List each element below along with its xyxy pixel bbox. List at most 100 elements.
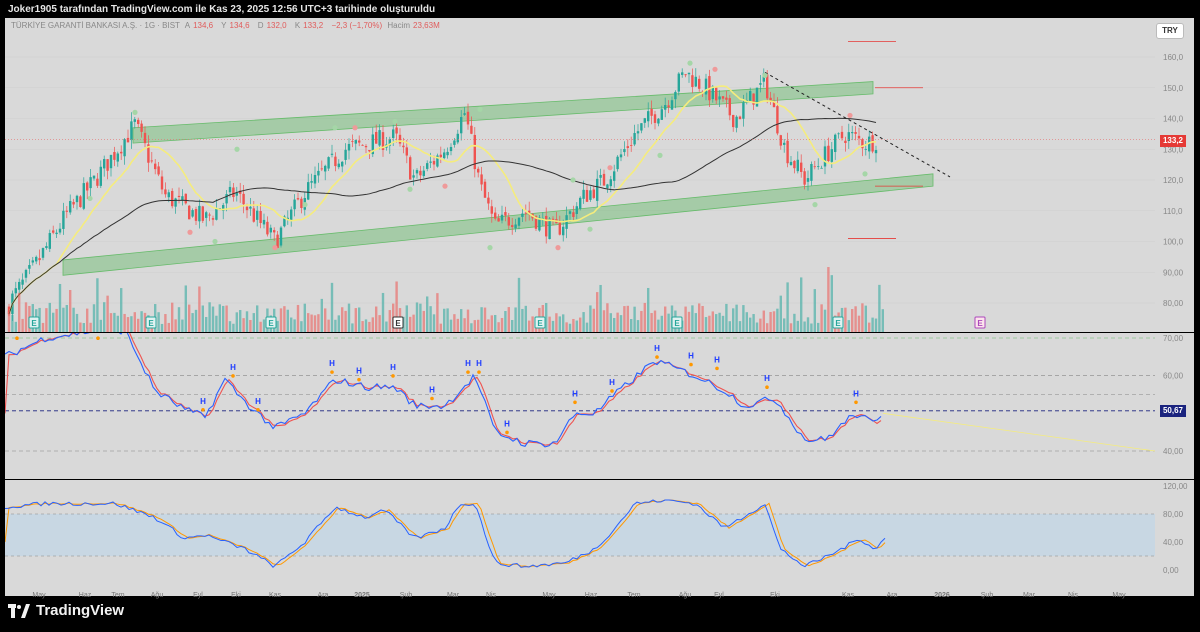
volume-bar	[14, 321, 17, 332]
price-panel[interactable]: 160,0 150,0 140,0 130,0 120,0 110,0 100,0 90,00…	[5, 18, 1194, 332]
candle-body	[103, 159, 106, 169]
candle-body	[324, 165, 327, 172]
volume-bar	[256, 305, 259, 332]
candle-body	[116, 153, 119, 162]
volume-bar	[215, 315, 218, 332]
time-axis-label: Ara	[318, 592, 329, 599]
volume-bar	[504, 311, 507, 332]
candle-body	[89, 177, 92, 189]
candle-body	[463, 113, 466, 115]
candle-body	[96, 178, 99, 186]
candle-body	[772, 101, 776, 108]
candle-body	[456, 133, 459, 143]
rsi-high-dot	[505, 430, 509, 435]
volume-bar	[453, 314, 456, 332]
time-axis-label: Mar	[447, 592, 460, 599]
volume-bar	[861, 303, 864, 332]
rsi-high-dot	[689, 362, 693, 367]
candle-body	[123, 139, 126, 157]
volume-bar	[242, 318, 245, 332]
candle-body	[320, 168, 323, 170]
volume-bar	[368, 321, 371, 332]
snapshot-header: Joker1905 tarafından TradingView.com ile…	[8, 4, 436, 15]
pivot-high-dot	[487, 245, 493, 251]
candle-body	[541, 217, 544, 219]
volume-bar	[786, 282, 789, 332]
volume-bar	[235, 312, 238, 332]
candle-body	[164, 189, 167, 195]
candle-body	[368, 149, 371, 152]
volume-bar	[460, 309, 463, 332]
time-axis-label: Haz	[79, 592, 92, 599]
volume-bar	[412, 314, 415, 332]
time-axis-label: May	[542, 592, 556, 599]
candle-body	[677, 73, 680, 92]
candle-body	[160, 176, 164, 190]
volume-bar	[599, 284, 602, 332]
candle-body	[222, 205, 225, 211]
candle-body	[364, 145, 368, 148]
pivot-high-dot	[587, 226, 593, 232]
currency-button[interactable]: TRY	[1156, 23, 1184, 39]
rsi-high-marker: H	[465, 359, 471, 368]
high-label: Y	[221, 21, 227, 30]
rsi-projection-line	[882, 412, 1156, 452]
candle-body	[871, 135, 874, 152]
candle-body	[181, 196, 184, 200]
candle-body	[759, 83, 762, 85]
volume-bar	[347, 303, 351, 332]
volume-bar	[738, 321, 742, 332]
volume-bar	[463, 318, 466, 332]
candle-body	[664, 105, 667, 110]
pivot-low-dot	[555, 245, 561, 251]
candle-body	[694, 76, 697, 87]
candle-body	[725, 97, 728, 100]
pivot-high-dot	[212, 238, 218, 245]
volume-bar	[779, 295, 782, 332]
time-axis-labels: May Haz Tem Ağu Eyl Eki Kas Ara 2025 Şub Mar Nis May…	[32, 592, 1126, 599]
earnings-marker-label: E	[31, 319, 37, 328]
rsi-high-marker: H	[200, 397, 206, 406]
volume-bar	[96, 278, 99, 332]
rsi-high-dot	[466, 370, 470, 374]
pivot-low-dot	[847, 112, 853, 119]
volume-bar	[487, 319, 490, 332]
close-label: K	[294, 21, 301, 30]
price-chart[interactable]: 160,0 150,0 140,0 130,0 120,0 110,0 100,0 90,00…	[5, 18, 1194, 332]
candle-body	[167, 192, 170, 198]
volume-bar	[443, 308, 446, 332]
candle-body	[800, 162, 803, 172]
stoch-rsi-chart[interactable]: 120,00 80,00 40,00 0,00	[5, 480, 1194, 586]
candle-body	[470, 125, 473, 134]
candle-body	[419, 170, 422, 176]
volume-bar	[252, 313, 255, 332]
rsi-high-marker: H	[476, 359, 482, 368]
rsi-high-marker: H	[95, 333, 101, 334]
candle-body	[256, 210, 259, 220]
upcoming-earnings-marker	[974, 316, 986, 329]
pivot-high-dot	[87, 195, 93, 202]
volume-bar	[395, 281, 398, 332]
candle-body	[174, 198, 177, 207]
volume-bar	[137, 318, 140, 332]
volume-bar	[721, 315, 725, 332]
candle-body	[742, 102, 745, 119]
volume-bar	[874, 318, 878, 332]
volume-bar	[239, 310, 242, 332]
candle-body	[99, 166, 102, 186]
volume-bar	[313, 315, 317, 332]
rsi-high-dot	[357, 377, 361, 382]
candle-body	[344, 149, 347, 160]
candle-body	[732, 114, 735, 128]
candle-body	[7, 306, 11, 315]
time-axis[interactable]: May Haz Tem Ağu Eyl Eki Kas Ara 2025 Şub Mar Nis May…	[5, 586, 1194, 599]
rsi-high-marker: H	[688, 352, 694, 361]
stoch-panel[interactable]: 120,00 80,00 40,00 0,00	[5, 480, 1194, 586]
volume-bar	[579, 317, 582, 332]
candle-body	[86, 182, 89, 191]
candle-body	[643, 118, 646, 123]
rsi-high-marker: H	[14, 333, 20, 334]
